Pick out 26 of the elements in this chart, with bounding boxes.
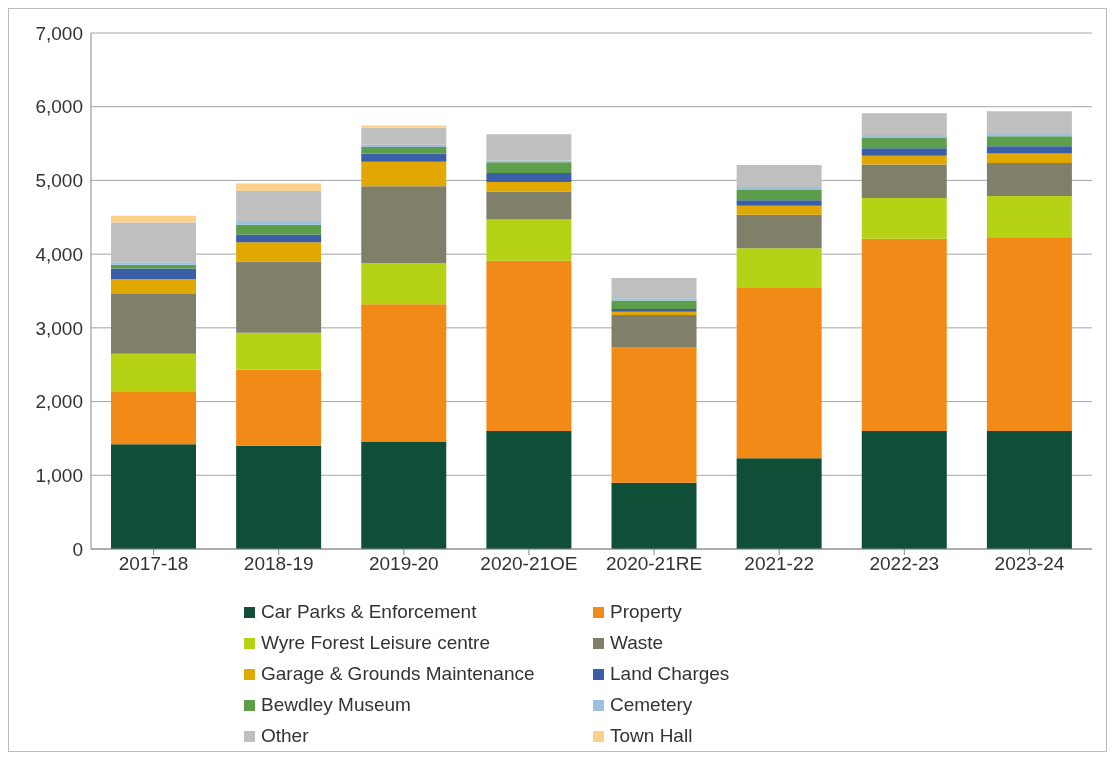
legend-label: Waste <box>610 632 664 654</box>
y-tick-label: 6,000 <box>35 96 83 118</box>
x-tick-label: 2019-20 <box>368 553 439 575</box>
legend-label: Land Charges <box>610 663 730 685</box>
y-tick-label: 0 <box>72 538 83 560</box>
legend-label: Car Parks & Enforcement <box>261 601 477 623</box>
legend-label: Cemetery <box>610 694 693 716</box>
legend-label: Property <box>610 601 682 623</box>
x-tick-label: 2017-18 <box>118 553 189 575</box>
x-tick-label: 2018-19 <box>243 553 314 575</box>
y-tick-label: 4,000 <box>35 243 83 265</box>
y-tick-label: 3,000 <box>35 317 83 339</box>
y-tick-label: 2,000 <box>35 391 83 413</box>
legend-label: Wyre Forest Leisure centre <box>261 632 490 654</box>
x-tick-label: 2020-21OE <box>480 553 578 575</box>
legend-label: Bewdley Museum <box>261 694 411 716</box>
legend-label: Other <box>261 725 309 747</box>
x-tick-label: 2023-24 <box>994 553 1065 575</box>
y-tick-label: 1,000 <box>35 465 83 487</box>
x-tick-label: 2022-23 <box>869 553 940 575</box>
y-tick-label: 5,000 <box>35 170 83 192</box>
x-tick-label: 2021-22 <box>744 553 815 575</box>
legend-label: Garage & Grounds Maintenance <box>261 663 535 685</box>
legend-label: Town Hall <box>610 725 693 747</box>
y-tick-label: 7,000 <box>35 22 83 44</box>
x-tick-label: 2020-21RE <box>606 553 703 575</box>
